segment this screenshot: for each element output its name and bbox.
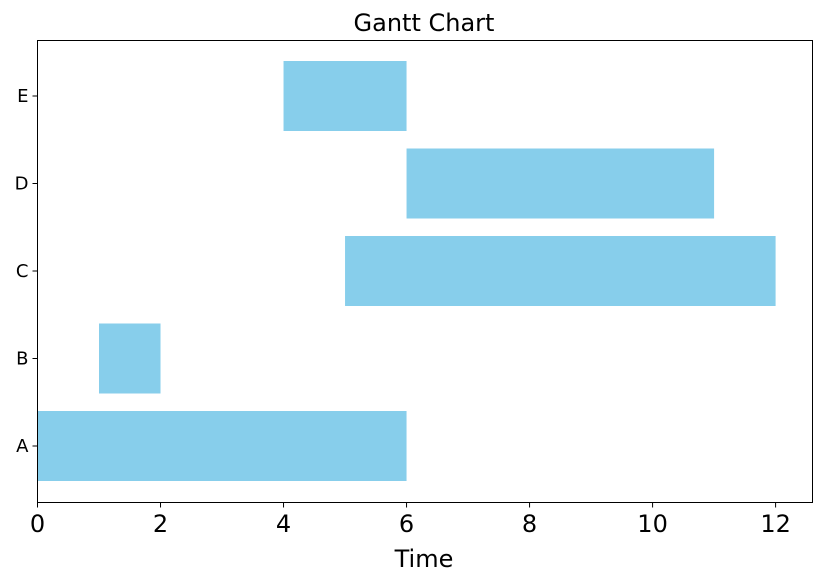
x-tick-label: 12 xyxy=(760,510,791,538)
x-tick-label: 2 xyxy=(153,510,168,538)
x-tick-label: 10 xyxy=(637,510,668,538)
x-tick-label: 0 xyxy=(30,510,45,538)
y-tick-label: C xyxy=(16,261,29,282)
gantt-bar-b xyxy=(99,323,161,394)
x-tick-label: 4 xyxy=(276,510,291,538)
gantt-bar-c xyxy=(345,236,776,306)
y-tick-label: B xyxy=(16,349,28,370)
y-tick-label: D xyxy=(15,174,29,195)
y-tick-label: E xyxy=(17,86,28,107)
y-tick-label: A xyxy=(16,436,29,457)
gantt-bar-e xyxy=(283,61,407,131)
gantt-bar-a xyxy=(37,411,407,481)
x-axis: 0 2 4 6 8 10 12 xyxy=(30,502,791,538)
gantt-bar-d xyxy=(406,148,715,219)
bars-group xyxy=(37,61,776,481)
y-axis: A B C D E xyxy=(15,86,38,457)
chart-title: Gantt Chart xyxy=(354,9,495,37)
x-axis-label: Time xyxy=(394,545,454,573)
x-tick-label: 8 xyxy=(522,510,537,538)
x-tick-label: 6 xyxy=(399,510,414,538)
